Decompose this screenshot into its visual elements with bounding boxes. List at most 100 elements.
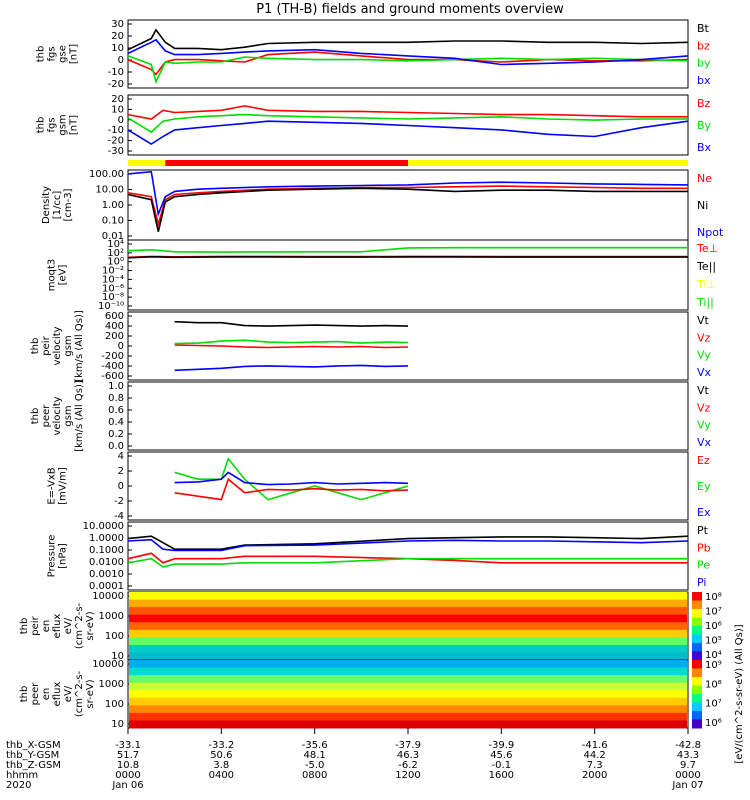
y-axis-label-line: fgs [47,117,58,132]
series-Npot [127,170,689,218]
y-tick-label: -2 [114,496,124,507]
y-tick-label: 400 [105,321,124,332]
y-tick-label: 0.0100 [89,557,124,568]
y-tick-label: 100 [105,631,124,642]
chart-title: P1 (TH-B) fields and ground moments over… [256,2,564,17]
legend-Npot: Npot [697,226,724,239]
mode-bar [128,160,688,166]
y-axis-label-line: eflux [52,614,63,639]
legend-bx: bx [697,74,711,87]
y-axis-label: moqt3[eV] [47,259,69,292]
y-tick-label: 600 [105,311,124,322]
y-axis-label-line: E=-VxB [47,467,58,504]
legend-Vx: Vx [697,366,712,379]
y-axis-label-line: [1/cc] [52,191,63,220]
panel-8: Pressure[nPa]10.00001.00000.10000.01000.… [47,521,711,592]
legend-Pb: Pb [697,541,711,554]
legend-Vy: Vy [697,419,711,432]
x-tick-label: 7.3 [587,760,603,771]
y-axis-label-line: Density [41,186,52,224]
y-axis-label-line: (cm^2-s- [74,670,85,717]
x-tick-label: 45.6 [490,750,512,761]
series-Vy [174,339,409,345]
series-Ni [127,187,688,232]
y-tick-label: 0.8 [108,393,124,404]
colorbar-tick: 10⁹ [705,660,722,671]
spectrogram-band [129,667,687,676]
colorbar-segment [692,660,702,669]
y-axis-label: Density[1/cc][cm-3] [41,186,74,224]
legend-Vz: Vz [697,401,711,414]
panel-frame [127,521,689,591]
x-row-label: 2020 [6,780,31,791]
x-tick-label: 48.1 [304,750,326,761]
panel-frame [127,19,689,89]
y-tick-label: 1.0 [108,381,124,392]
legend-Pi: Pi [697,576,706,589]
series-Ex [174,471,409,486]
y-axis-label-line: thb [36,46,47,63]
colorbar-tick: 10⁸ [705,592,722,603]
y-axis-label-line: [nT] [69,44,80,64]
y-axis-label-line: thb [36,117,47,134]
series-bx [127,38,689,66]
x-tick-label: -5.0 [305,760,325,771]
panel-frame [127,94,689,156]
legend-Vy: Vy [697,349,711,362]
spectrogram-band [129,697,687,706]
y-axis-label-line: [km/s (All Qs)] [74,310,85,382]
colorbar-segment [692,643,702,652]
panel-5: thbpeirvelocitygsm[km/s (All Qs)] 6004002… [30,310,712,382]
y-tick-label: 0.0010 [89,569,124,580]
legend-Bt: Bt [697,22,710,35]
series-Pt [127,535,689,551]
x-tick-label: Jan 06 [111,780,143,791]
spectrogram-band [129,660,687,669]
y-axis-label-line: thb [19,618,30,635]
x-tick-label: Jan 07 [671,780,703,791]
y-tick-label: 10 [111,43,124,54]
colorbar-segment [692,668,702,678]
spectrogram-band [129,644,687,653]
x-tick-label: 10.8 [117,760,139,771]
series-Ti|| [127,246,688,253]
y-axis-label-line: thb [30,408,41,425]
legend-Ni: Ni [697,199,708,212]
series-Pb [127,552,688,564]
legend-Pt: Pt [697,524,709,537]
y-tick-label: 20 [111,94,124,105]
y-tick-label: 10² [107,248,124,259]
y-tick-label: 0 [118,55,124,66]
panel-7: E=-VxB[mV/m] 4 2 0 -2 -4 Ez Ey Ex [47,451,711,522]
x-row-label: thb_Z-GSM [6,760,61,771]
colorbar: 10⁹ 10⁸ 10⁷ 10⁶ [692,660,722,729]
y-axis-label-line: [km/s (All Qs)] [74,380,85,452]
y-axis-label-line: thb [19,686,30,703]
y-tick-label: 10 [111,651,124,662]
y-tick-label: 10⁰ [107,257,124,268]
legend-Vt: Vt [697,384,710,397]
panel-3: Density[1/cc][cm-3] 100.00 10.00 1.00 0.10 0.… [41,169,724,242]
series-Bt [127,28,689,51]
legend-Ti⊥: Ti⊥ [696,278,716,291]
colorbar-tick: 10⁴ [705,650,722,661]
colorbar-segment [692,634,702,644]
legend-Bx: Bx [697,141,712,154]
y-tick-label: 1000 [99,611,124,622]
colorbar-segment [692,702,702,712]
colorbar-segment [692,617,702,627]
y-axis-label-line: velocity [52,326,63,365]
y-tick-label: 10 [111,104,124,115]
y-axis-label-line: gsm [63,335,74,356]
legend-Te||: Te|| [696,260,716,273]
x-tick-label: 51.7 [117,750,139,761]
x-tick-label: -42.8 [675,740,701,751]
spectrogram-band [129,690,687,699]
x-tick-label: -33.2 [208,740,234,751]
y-tick-label: -200 [101,351,124,362]
legend-Ez: Ez [697,454,710,467]
y-tick-label: -10 [108,125,124,136]
